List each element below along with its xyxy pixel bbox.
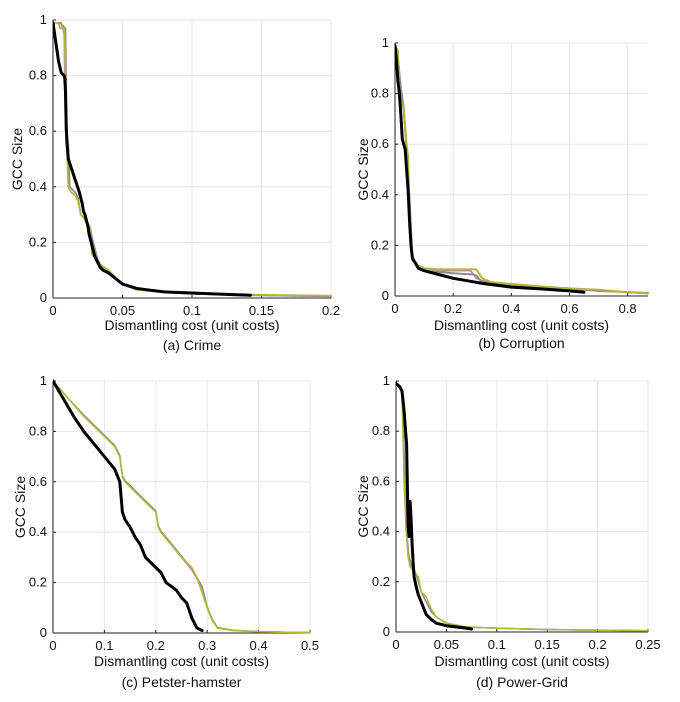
- series-line-magenta: [53, 380, 311, 634]
- series-group: [395, 44, 649, 295]
- y-tick-label: 0.8: [371, 86, 389, 101]
- panel-2: 0 0.2 0.4 0.6 0.8 0 0.2 0.4 0.6 0.8 1 Dismantling c…: [355, 35, 649, 351]
- y-tick-label: 0.8: [29, 68, 47, 83]
- x-tick-label: 0.5: [301, 638, 319, 653]
- y-tick-label: 0.4: [372, 524, 390, 539]
- y-tick-label: 0.8: [372, 423, 390, 438]
- y-axis-label: GCC Size: [9, 128, 25, 190]
- x-tick-label: 0.6: [560, 301, 578, 316]
- y-tick-label: 0.8: [29, 423, 47, 438]
- x-tick-label: 0.4: [250, 638, 268, 653]
- y-axis-label: GCC Size: [355, 138, 371, 200]
- y-tick-label: 1: [383, 373, 390, 388]
- x-tick-label: 0: [49, 303, 56, 318]
- y-axis-label: GCC Size: [12, 476, 28, 538]
- x-tick-label: 0.1: [183, 303, 201, 318]
- panel-4: 0 0.05 0.1 0.15 0.2 0.25 0 0.2 0.4 0.6 0.8 1 Dismant…: [355, 373, 661, 690]
- series-line-black: [53, 379, 204, 632]
- series-line-black: [53, 21, 252, 297]
- series-line-magenta: [396, 385, 649, 632]
- x-axis-label: Dismantling cost (unit costs): [434, 653, 609, 669]
- y-tick-label: 0.6: [372, 473, 390, 488]
- y-tick-label: 0.4: [29, 524, 47, 539]
- y-axis-label: GCC Size: [355, 475, 371, 537]
- panel-caption: (b) Corruption: [478, 335, 564, 351]
- x-tick-label: 0.05: [434, 637, 459, 652]
- x-tick-label: 0.8: [619, 301, 637, 316]
- y-tick-label: 1: [40, 12, 47, 27]
- x-tick-label: 0: [49, 638, 56, 653]
- series-group: [53, 379, 311, 634]
- y-tick-label: 0.6: [29, 123, 47, 138]
- series-line-olive: [396, 385, 649, 632]
- series-group: [396, 382, 649, 632]
- y-tick-label: 0.2: [29, 234, 47, 249]
- y-tick-label: 0.2: [371, 237, 389, 252]
- y-tick-label: 0: [40, 625, 47, 640]
- y-tick-label: 0: [383, 624, 390, 639]
- panel-caption: (a) Crime: [163, 337, 222, 353]
- series-line-gray: [395, 44, 649, 294]
- y-tick-label: 0.2: [29, 575, 47, 590]
- x-tick-label: 0: [392, 637, 399, 652]
- series-line-black: [395, 44, 586, 294]
- x-tick-label: 0.2: [322, 303, 340, 318]
- x-tick-label: 0.15: [535, 637, 560, 652]
- x-axis-label: Dismantling cost (unit costs): [104, 317, 279, 333]
- x-tick-label: 0.1: [488, 637, 506, 652]
- y-tick-label: 1: [382, 35, 389, 50]
- panel-caption: (d) Power-Grid: [476, 674, 568, 690]
- x-axis-label: Dismantling cost (unit costs): [434, 317, 609, 333]
- x-tick-label: 0.05: [110, 303, 135, 318]
- x-axis-label: Dismantling cost (unit costs): [94, 653, 269, 669]
- y-tick-label: 0: [382, 288, 389, 303]
- x-tick-label: 0.4: [502, 301, 520, 316]
- series-line-olive: [395, 44, 649, 295]
- x-tick-label: 0.2: [589, 637, 607, 652]
- series-line-magenta: [395, 44, 649, 294]
- y-tick-label: 0.2: [372, 574, 390, 589]
- x-tick-label: 0.1: [95, 638, 113, 653]
- y-tick-label: 0.6: [29, 474, 47, 489]
- y-tick-label: 0.4: [371, 187, 389, 202]
- panel-caption: (c) Petster-hamster: [122, 674, 242, 690]
- series-line-olive: [53, 380, 311, 634]
- x-tick-label: 0.25: [635, 637, 660, 652]
- panel-1: 0 0.05 0.1 0.15 0.2 0 0.2 0.4 0.6 0.8 1 Dismantling…: [9, 12, 340, 353]
- y-tick-label: 0.6: [371, 136, 389, 151]
- y-tick-label: 1: [40, 373, 47, 388]
- x-tick-label: 0.15: [249, 303, 274, 318]
- x-tick-label: 0.2: [147, 638, 165, 653]
- y-tick-label: 0.4: [29, 179, 47, 194]
- y-tick-label: 0: [40, 290, 47, 305]
- panel-3: 0 0.1 0.2 0.3 0.4 0.5 0 0.2 0.4 0.6 0.8 1 Dismantlin…: [12, 373, 319, 690]
- x-tick-label: 0.3: [198, 638, 216, 653]
- x-tick-label: 0.2: [444, 301, 462, 316]
- series-group: [53, 21, 332, 298]
- series-line-black: [396, 382, 474, 631]
- x-tick-label: 0: [391, 301, 398, 316]
- series-line-gray: [396, 385, 649, 632]
- series-line-gray: [53, 380, 311, 634]
